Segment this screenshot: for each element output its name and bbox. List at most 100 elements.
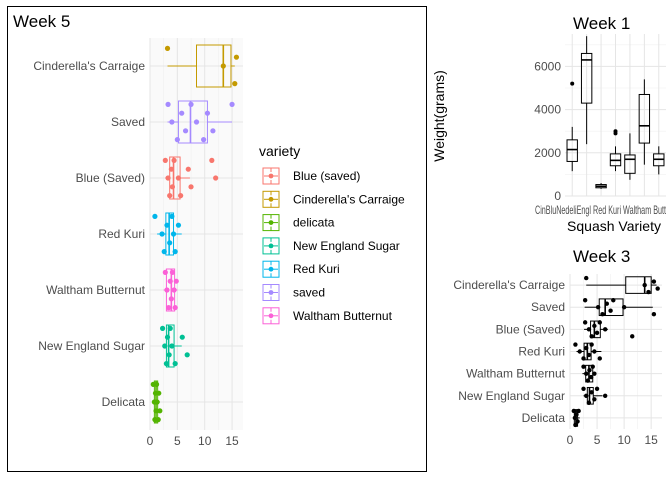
- box-waltham-butternut: [581, 364, 597, 383]
- week3-category-labels: Cinderella's Carraige Saved Blue (Saved) Re…: [453, 278, 565, 425]
- data-point: [584, 393, 589, 398]
- data-point: [168, 296, 174, 302]
- data-point: [167, 278, 173, 284]
- week5-x-tick-labels: 0 5 10 15: [147, 434, 239, 448]
- data-point: [152, 213, 158, 219]
- category-label-delicata: Delicata: [522, 411, 566, 425]
- data-point: [573, 342, 578, 347]
- week3-gridlines: [569, 274, 662, 429]
- box-waltham-butternut: [162, 268, 179, 312]
- data-point: [584, 275, 589, 281]
- box-delicata: [595, 183, 607, 189]
- box-red-kuri: [152, 212, 182, 256]
- data-point: [166, 305, 172, 311]
- data-point: [167, 325, 173, 331]
- category-label-waltham-butternut: Waltham Butternut: [46, 283, 146, 297]
- week5-panel: Week 5 Cinderella's Carraige Saved Blue (S…: [7, 6, 427, 472]
- week5-boxplots: [150, 44, 240, 424]
- data-point: [602, 327, 608, 332]
- week1-panel: Week 1 Weight(grams) Squash Variety CinB…: [431, 14, 666, 234]
- data-point: [159, 325, 166, 331]
- data-point: [166, 352, 172, 358]
- category-label-new-england-sugar: New England Sugar: [38, 339, 145, 353]
- box-delicata: [150, 380, 163, 424]
- data-point: [582, 298, 588, 303]
- x-tick-label-5: 5: [174, 434, 181, 448]
- data-point: [630, 334, 635, 339]
- data-point: [171, 157, 177, 163]
- data-point: [169, 343, 175, 349]
- data-point: [586, 327, 592, 332]
- box-saved: [165, 100, 235, 144]
- data-point: [168, 166, 174, 172]
- data-point: [573, 422, 578, 428]
- legend-key-point: [268, 290, 274, 295]
- week3-boxplots: [571, 275, 660, 428]
- data-point: [153, 381, 160, 387]
- data-point: [595, 305, 601, 310]
- legend-key-point: [268, 220, 274, 226]
- legend-item-delicata: delicata: [262, 214, 335, 232]
- box-delicata: [571, 408, 581, 428]
- data-point: [584, 371, 589, 376]
- box-iqr: [580, 52, 593, 104]
- data-point: [587, 367, 592, 373]
- data-point: [163, 361, 170, 367]
- y-tick-label-4000: 4000: [534, 103, 561, 117]
- legend-label: New England Sugar: [293, 239, 400, 253]
- week3-panel: Week 3 Cinderella's Carraige Saved Blue (S…: [453, 247, 662, 447]
- data-point: [161, 249, 167, 255]
- legend-key-point: [268, 266, 274, 272]
- data-point: [581, 386, 586, 392]
- data-point: [201, 137, 207, 143]
- week1-y-axis-title: Weight(grams): [431, 70, 447, 162]
- data-point: [174, 137, 180, 143]
- data-point: [621, 305, 627, 310]
- box-new-england-sugar: [581, 386, 608, 405]
- data-point: [600, 311, 605, 317]
- box-red-kuri: [624, 133, 636, 180]
- data-point: [571, 408, 576, 414]
- box-iqr: [196, 44, 232, 88]
- data-point: [232, 81, 238, 87]
- data-point: [576, 408, 581, 414]
- data-point: [586, 352, 592, 358]
- x-tick-label-5: 5: [594, 433, 601, 447]
- data-point: [169, 184, 176, 190]
- data-point: [608, 308, 613, 313]
- category-label-new-england-sugar: New England Sugar: [458, 389, 565, 403]
- legend-key-point: [268, 313, 274, 319]
- x-tick-label-15: 15: [644, 433, 658, 447]
- legend-title: variety: [259, 143, 300, 159]
- data-point: [220, 63, 226, 69]
- x-tick-label-10: 10: [617, 433, 631, 447]
- box-new-england-sugar: [609, 129, 622, 172]
- legend-key-point: [268, 243, 274, 249]
- x-tick-label-15: 15: [225, 434, 239, 448]
- data-point: [164, 222, 170, 228]
- data-point: [597, 320, 602, 325]
- legend-label: Red Kuri: [293, 262, 340, 276]
- week5-title: Week 5: [13, 12, 70, 31]
- box-iqr: [624, 154, 636, 174]
- legend-label: Blue (saved): [293, 169, 360, 183]
- data-point: [655, 286, 660, 291]
- data-point: [171, 287, 177, 293]
- legend-label: saved: [293, 286, 325, 300]
- legend-key-point: [268, 196, 274, 202]
- data-point: [155, 417, 161, 423]
- data-point: [159, 231, 165, 237]
- data-point: [162, 157, 168, 163]
- data-point: [582, 320, 588, 325]
- data-point: [169, 213, 175, 219]
- data-point: [157, 408, 163, 414]
- week1-x-tick-labels: CinBluNedeliEngl Red Kuri Waltham Butt: [535, 203, 666, 217]
- data-point: [185, 166, 191, 172]
- week1-y-tick-labels: 0 2000 4000 6000: [534, 59, 561, 203]
- box-blue-saved: [580, 36, 593, 145]
- data-point: [602, 393, 608, 398]
- data-point: [175, 175, 182, 181]
- data-point: [574, 412, 579, 417]
- data-point: [156, 390, 162, 396]
- outlier-point: [570, 81, 575, 86]
